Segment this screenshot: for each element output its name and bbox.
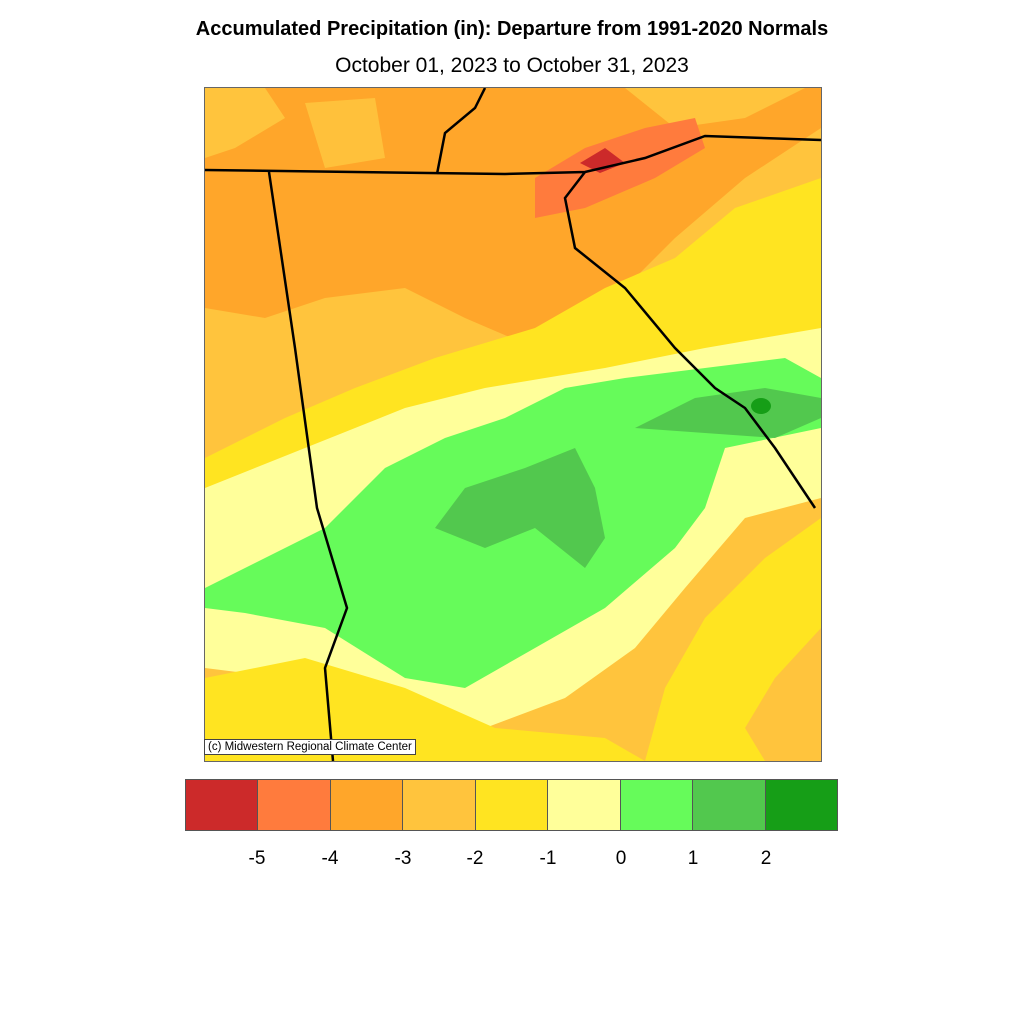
legend-swatch-gt-2 [765,780,837,830]
color-legend [185,779,838,831]
tick-label: -4 [321,848,339,869]
tick-label: 1 [687,848,699,869]
legend-swatch-1-0 [548,780,621,830]
tick-label: 2 [760,848,772,869]
tick-label: -5 [248,848,266,869]
legend-swatch-3-2 [403,780,476,830]
precipitation-map [204,87,822,762]
map-contours [205,88,821,761]
credit-label: (c) Midwestern Regional Climate Center [204,739,416,755]
chart-subtitle: October 01, 2023 to October 31, 2023 [335,54,689,77]
chart-title: Accumulated Precipitation (in): Departur… [195,18,829,40]
tick-label: -1 [539,848,557,869]
legend-swatch-1-2 [693,780,766,830]
legend-swatch-2-1 [475,780,549,830]
tick-label: 0 [615,848,627,869]
legend-swatch-lt-5 [186,780,259,830]
legend-swatch-5-4 [258,780,331,830]
tick-label: -2 [466,848,484,869]
legend-swatch-0-1 [620,780,694,830]
legend-swatch-4-3 [330,780,404,830]
legend-ticks: -5 -4 -3 -2 -1 0 1 2 [0,848,1024,872]
tick-label: -3 [394,848,412,869]
